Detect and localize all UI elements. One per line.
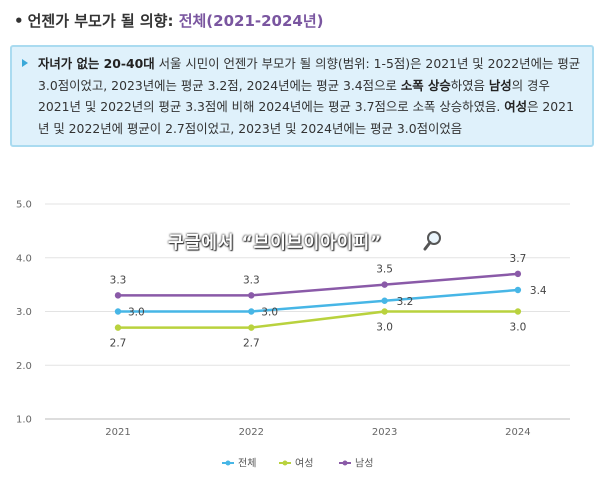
series-line (118, 272, 519, 297)
summary-bold-phrase: 자녀가 없는 20-40대 (38, 56, 155, 71)
series-line (118, 288, 519, 313)
legend-marker (225, 460, 231, 466)
data-label: 3.0 (510, 322, 527, 334)
title-main: 언젠가 부모가 될 의향: (27, 12, 179, 30)
data-point (114, 324, 122, 331)
data-label: 2.7 (110, 338, 127, 350)
data-point (381, 308, 388, 315)
data-label: 3.3 (110, 274, 127, 286)
data-label: 3.0 (261, 307, 278, 319)
title-bullet: • (14, 12, 24, 30)
summary-bold-phrase: 남성 (488, 77, 512, 93)
data-point (248, 324, 255, 331)
y-tick-label: 3.0 (16, 307, 32, 318)
y-tick-label: 1.0 (16, 415, 32, 426)
magnifier-icon (423, 231, 441, 251)
data-label: 3.4 (530, 285, 547, 297)
summary-phrase: 하였음 (450, 77, 489, 93)
x-tick-label: 2024 (505, 427, 530, 438)
data-label: 3.0 (128, 307, 145, 319)
data-point (381, 281, 388, 288)
legend-marker (282, 460, 288, 466)
data-label: 3.0 (376, 322, 393, 334)
title-highlight: 전체(2021-2024년) (178, 12, 324, 30)
data-point (514, 286, 522, 294)
data-label: 3.3 (243, 274, 260, 286)
data-point (514, 308, 522, 315)
summary-phrase: 의 경우 2021년 및 2022년의 평균 3.3점에 비해 2024년에는 … (38, 77, 550, 115)
data-point (114, 292, 122, 299)
watermark-text: 구글에서 “브이브이아이피” (168, 233, 383, 253)
legend-label: 여성 (295, 458, 313, 470)
y-tick-label: 4.0 (16, 253, 32, 264)
data-label: 2.7 (243, 338, 260, 350)
legend-label: 남성 (355, 458, 373, 470)
summary-text: 자녀가 없는 20-40대 서울 시민이 언젠가 부모가 될 의향(범위: 1-… (38, 53, 584, 139)
page-title: • 언젠가 부모가 될 의향: 전체(2021-2024년) (14, 10, 324, 31)
data-point (248, 308, 255, 315)
summary-box: 자녀가 없는 20-40대 서울 시민이 언젠가 부모가 될 의향(범위: 1-… (10, 45, 594, 147)
data-point (114, 308, 122, 315)
data-point (514, 270, 522, 278)
x-tick-label: 2022 (239, 427, 264, 438)
summary-bold-phrase: 소폭 상승 (400, 77, 451, 93)
y-tick-label: 5.0 (16, 200, 32, 211)
x-tick-label: 2023 (372, 427, 397, 438)
x-tick-label: 2021 (105, 427, 130, 438)
data-point (248, 292, 255, 299)
data-point (381, 297, 388, 304)
data-label: 3.7 (510, 253, 527, 265)
summary-phrase: 은 2021년 및 2022년에 평균이 2.7점이었고, 2023년 및 20… (38, 99, 574, 136)
series-line (118, 310, 518, 329)
legend-label: 전체 (238, 458, 256, 470)
summary-phrase: 서울 시민이 언젠가 부모가 될 의향(범위: 1-5점)은 2021년 및 2… (38, 56, 581, 93)
summary-bold-phrase: 여성 (504, 99, 528, 114)
legend-marker (342, 460, 348, 466)
y-tick-label: 2.0 (16, 361, 32, 372)
data-label: 3.2 (397, 296, 414, 308)
data-label: 3.5 (376, 264, 393, 276)
triangle-bullet-icon (22, 59, 28, 67)
